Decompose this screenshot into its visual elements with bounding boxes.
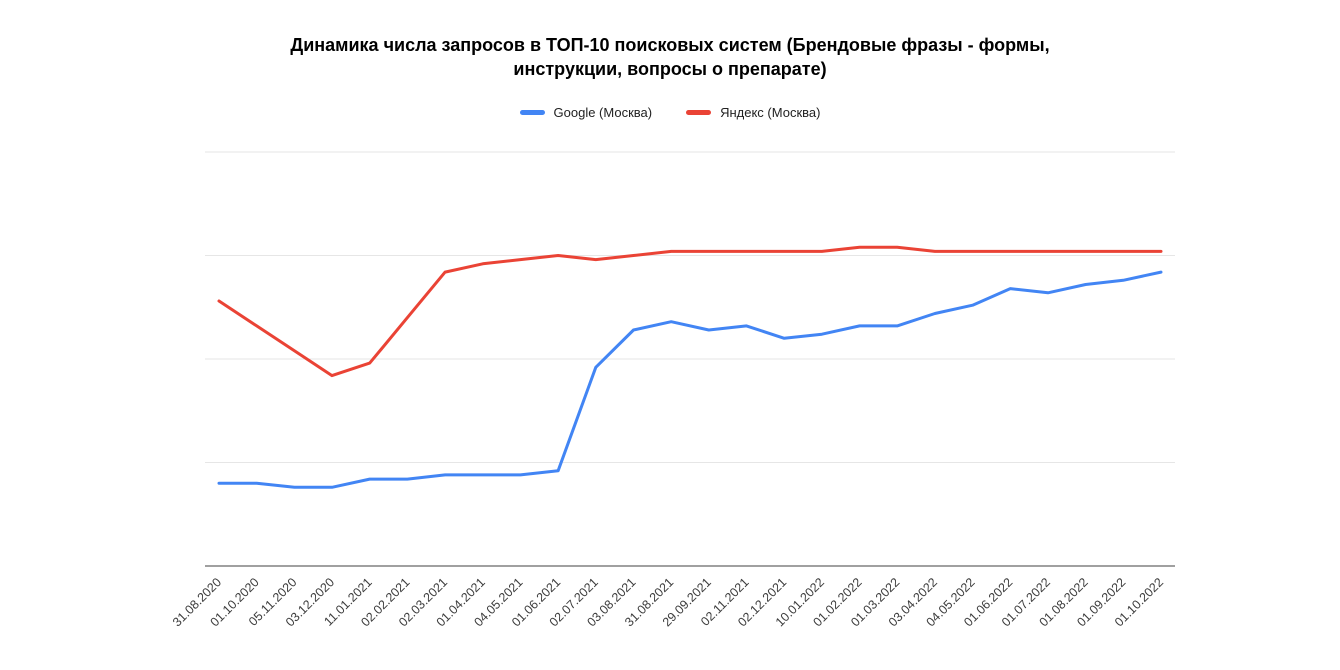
legend-swatch xyxy=(519,110,545,115)
legend-item-yandex: Яндекс (Москва) xyxy=(686,105,820,120)
legend: Google (Москва) Яндекс (Москва) xyxy=(0,105,1340,120)
legend-label: Яндекс (Москва) xyxy=(720,105,821,120)
chart-title-line1: Динамика числа запросов в ТОП-10 поисков… xyxy=(290,35,1050,55)
series-line-google[interactable] xyxy=(217,270,1163,489)
legend-label: Google (Москва) xyxy=(553,105,653,120)
legend-swatch xyxy=(686,110,712,115)
chart-title-line2: инструкции, вопросы о препарате) xyxy=(513,59,827,79)
legend-item-google: Google (Москва) xyxy=(519,105,653,120)
series-line-yandex[interactable] xyxy=(217,245,1163,378)
chart-title: Динамика числа запросов в ТОП-10 поисков… xyxy=(0,33,1340,81)
